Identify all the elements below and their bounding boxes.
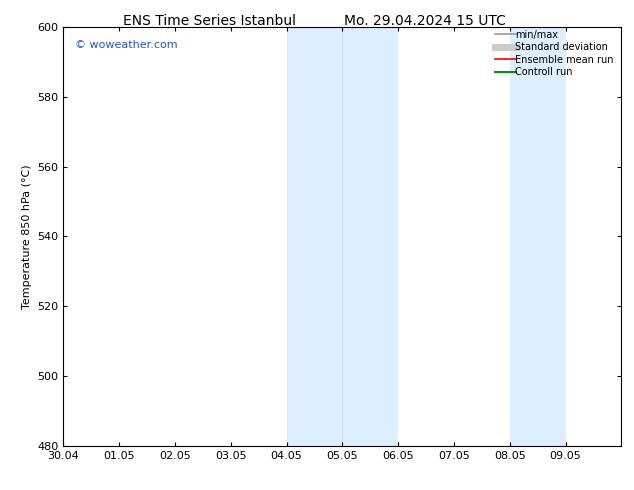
Bar bbox=[510, 27, 566, 446]
Legend: min/max, Standard deviation, Ensemble mean run, Controll run: min/max, Standard deviation, Ensemble me… bbox=[493, 28, 620, 79]
Bar bbox=[287, 27, 342, 446]
Bar bbox=[342, 27, 398, 446]
Y-axis label: Temperature 850 hPa (°C): Temperature 850 hPa (°C) bbox=[22, 164, 32, 309]
Text: ENS Time Series Istanbul: ENS Time Series Istanbul bbox=[123, 14, 295, 28]
Text: © woweather.com: © woweather.com bbox=[75, 40, 177, 49]
Text: Mo. 29.04.2024 15 UTC: Mo. 29.04.2024 15 UTC bbox=[344, 14, 506, 28]
